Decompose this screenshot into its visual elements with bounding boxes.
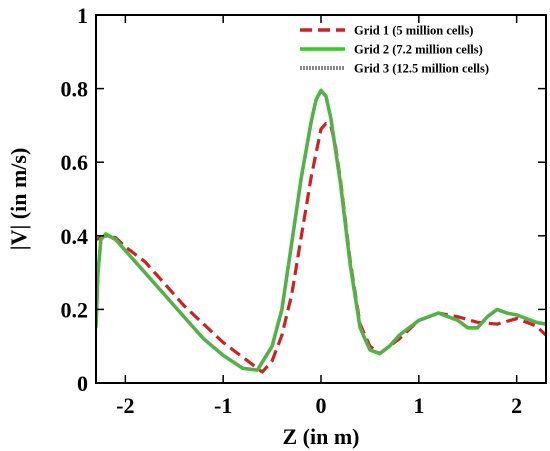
y-tick-label: 0.4 — [61, 224, 89, 249]
series-layer — [96, 88, 546, 374]
y-tick-label: 1 — [77, 3, 88, 28]
x-axis-label: Z (in m) — [283, 424, 360, 449]
legend-label-1: Grid 1 (5 million cells) — [354, 24, 473, 38]
x-tick-label: 1 — [413, 393, 424, 418]
x-tick-label: -1 — [214, 393, 232, 418]
ticks-layer: -2 -1 0 1 2 0 0.2 0.4 0.6 0.8 1 — [61, 3, 546, 418]
series-line-1 — [96, 122, 546, 374]
x-tick-label: 0 — [316, 393, 327, 418]
legend-label-2: Grid 2 (7.2 million cells) — [354, 43, 483, 57]
y-axis-label: |V| (in m/s) — [6, 148, 31, 251]
x-tick-label: 2 — [511, 393, 522, 418]
y-tick-label: 0.8 — [61, 77, 89, 102]
y-tick-label: 0.2 — [61, 297, 89, 322]
legend: Grid 1 (5 million cells) Grid 2 (7.2 mill… — [300, 24, 489, 76]
x-tick-label: -2 — [116, 393, 134, 418]
y-tick-label: 0.6 — [61, 150, 89, 175]
series-line-3 — [96, 91, 546, 371]
y-tick-label: 0 — [77, 371, 88, 396]
legend-label-3: Grid 3 (12.5 million cells) — [354, 62, 489, 76]
